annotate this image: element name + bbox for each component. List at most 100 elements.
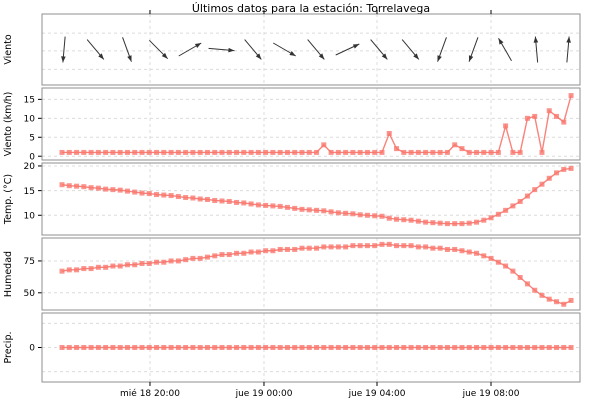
data-point-square	[335, 244, 341, 250]
data-point-square	[357, 212, 363, 218]
data-point-square	[524, 193, 530, 199]
data-point-square	[423, 219, 429, 225]
data-point-square	[66, 149, 72, 155]
data-point-square	[154, 149, 160, 155]
data-point-square	[154, 345, 160, 350]
data-point-square	[452, 246, 458, 252]
wind-arrow-head	[533, 36, 539, 43]
y-tick-label: 5	[29, 133, 35, 143]
data-point-square	[284, 149, 290, 155]
data-point-square	[488, 149, 494, 155]
data-line	[61, 243, 572, 306]
wind-arrow-head	[498, 38, 504, 45]
data-point-square	[321, 345, 327, 350]
y-tick-label: 50	[24, 289, 36, 299]
data-point-square	[568, 297, 574, 303]
data-point-square	[386, 215, 392, 221]
data-point-square	[204, 196, 210, 202]
data-point-square	[234, 345, 240, 350]
data-point-square	[437, 149, 443, 155]
data-point-square	[154, 259, 160, 265]
data-point-square	[263, 202, 269, 208]
data-point-square	[408, 345, 414, 350]
y-tick-label: 10	[24, 114, 36, 124]
data-point-square	[539, 149, 545, 155]
data-point-square	[204, 254, 210, 260]
data-point-square	[459, 345, 465, 350]
data-point-square	[343, 345, 349, 350]
data-point-square	[74, 149, 80, 155]
data-point-square	[394, 146, 400, 152]
data-point-square	[81, 184, 87, 190]
data-point-square	[430, 245, 436, 251]
data-point-square	[292, 205, 298, 211]
data-point-square	[372, 213, 378, 219]
data-point-square	[539, 292, 545, 298]
data-point-square	[110, 149, 116, 155]
data-point-square	[292, 345, 298, 350]
data-point-square	[284, 345, 290, 350]
data-point-square	[466, 220, 472, 226]
data-point-square	[284, 204, 290, 210]
data-point-square	[444, 246, 450, 252]
data-point-square	[568, 165, 574, 171]
data-point-square	[415, 218, 421, 224]
data-point-square	[234, 149, 240, 155]
data-point-square	[234, 250, 240, 256]
data-point-square	[372, 149, 378, 155]
data-point-square	[219, 252, 225, 258]
data-point-square	[495, 211, 501, 217]
data-point-square	[168, 258, 174, 264]
chart-title: Últimos datos para la estación: Torrelav…	[192, 2, 430, 15]
data-point-square	[103, 186, 109, 192]
data-point-square	[546, 345, 552, 350]
y-tick-label: 0	[29, 152, 35, 162]
data-point-square	[263, 248, 269, 254]
data-point-square	[437, 245, 443, 251]
x-tick-label-1: mié 18 20:00	[120, 388, 180, 399]
data-point-square	[299, 345, 305, 350]
data-point-square	[255, 249, 261, 255]
data-point-square	[299, 245, 305, 251]
data-point-square	[357, 345, 363, 350]
data-point-square	[299, 149, 305, 155]
data-point-square	[139, 260, 145, 266]
data-point-square	[568, 93, 574, 99]
data-point-square	[95, 264, 101, 270]
data-point-square	[132, 345, 138, 350]
data-point-square	[568, 345, 574, 350]
data-point-square	[503, 263, 509, 269]
data-point-square	[139, 345, 145, 350]
y-tick-label: 10	[24, 211, 36, 221]
data-point-square	[423, 244, 429, 250]
data-point-square	[364, 345, 370, 350]
data-point-square	[481, 345, 487, 350]
data-point-square	[554, 345, 560, 350]
data-point-square	[328, 149, 334, 155]
data-point-square	[539, 181, 545, 187]
data-point-square	[306, 149, 312, 155]
data-point-square	[168, 149, 174, 155]
data-point-square	[379, 241, 385, 247]
data-point-square	[481, 253, 487, 259]
data-point-square	[459, 221, 465, 227]
data-point-square	[532, 187, 538, 193]
data-point-square	[379, 149, 385, 155]
data-point-square	[423, 149, 429, 155]
wind-arrow-head	[381, 53, 388, 60]
data-point-square	[248, 149, 254, 155]
data-point-square	[161, 149, 167, 155]
data-point-square	[546, 296, 552, 302]
data-point-square	[321, 208, 327, 214]
data-point-square	[132, 189, 138, 195]
panel-border-precipitacion	[41, 312, 581, 383]
data-point-square	[146, 149, 152, 155]
data-point-square	[241, 149, 247, 155]
data-point-square	[183, 345, 189, 350]
data-point-square	[539, 345, 545, 350]
data-point-square	[459, 248, 465, 254]
data-point-square	[124, 188, 130, 194]
data-point-square	[270, 149, 276, 155]
data-point-square	[561, 166, 567, 172]
data-point-square	[546, 108, 552, 114]
